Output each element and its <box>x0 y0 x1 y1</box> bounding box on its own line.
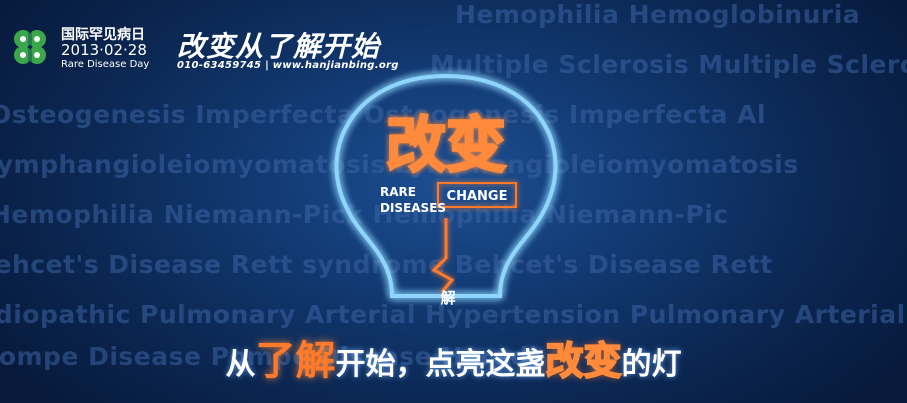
bg-term: Hemophilia Hemoglobinuria <box>455 0 861 29</box>
filament-label: 解 <box>440 289 455 307</box>
logo-title: 国际罕见病日 <box>61 27 145 43</box>
clover-icon <box>14 30 46 64</box>
bg-term: Multiple Sclerosis Multiple Sclerosis Co… <box>430 50 907 79</box>
bulb-rare-label: RARE <box>380 185 416 199</box>
bottom-part-3: 开始，点亮这盏 <box>335 347 546 382</box>
header-slogan: 改变从了解开始 <box>177 30 381 63</box>
bottom-part-2: 了解 <box>255 338 336 384</box>
rare-disease-day-logo: 国际罕见病日 2013·02·28 Rare Disease Day <box>6 22 181 74</box>
bulb-title: 改变 <box>386 111 506 181</box>
bg-term: Osteogenesis Imperfecta Osteogenesis Imp… <box>0 100 767 129</box>
logo-date: 2013·02·28 <box>61 41 147 59</box>
bulb-outline <box>334 73 558 298</box>
bulb-filament <box>431 218 455 293</box>
bg-term: Lymphangioleiomyomatosis Lymphangioleiom… <box>0 150 799 179</box>
bottom-part-4: 改变 <box>544 338 622 384</box>
bottom-part-1: 从 <box>225 347 256 382</box>
bottom-slogan: 从了解开始，点亮这盏改变的灯 <box>0 328 907 386</box>
change-box <box>437 182 517 208</box>
bg-term: Pompe Disease Pompe Disease Heredi <box>0 342 538 371</box>
bg-term: Hemophilia Niemann-Pick Hemophilia Niema… <box>0 200 729 229</box>
logo-subtitle: Rare Disease Day <box>61 59 150 70</box>
bulb-change-label: CHANGE <box>447 189 508 204</box>
contact-line: 010-63459745 | www.hanjianbing.org <box>177 60 399 71</box>
bulb-diseases-label: DISEASES <box>380 201 446 215</box>
bottom-part-5: 的灯 <box>621 347 682 382</box>
